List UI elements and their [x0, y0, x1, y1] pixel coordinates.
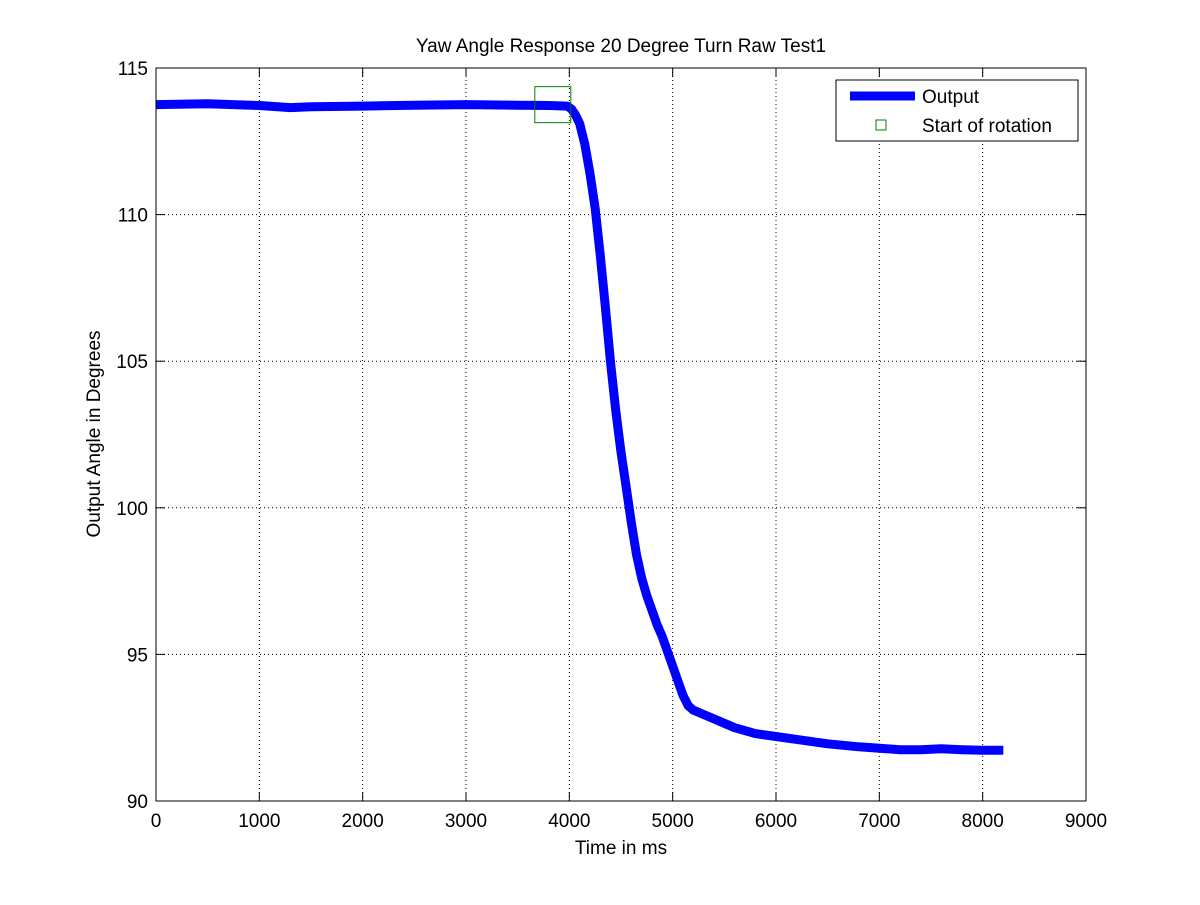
series-line-output — [155, 99, 1004, 755]
legend-swatch-start-of-rotation — [875, 119, 887, 131]
x-tick-label: 3000 — [445, 811, 487, 832]
legend-box — [835, 79, 1079, 142]
y-tick-label: 110 — [118, 206, 148, 227]
legend: Output Start of rotation — [835, 79, 1079, 142]
legend-label-output: Output — [922, 87, 980, 108]
axis-ticks: 0 1000 2000 3000 4000 5000 6000 7000 8000 9000 90 9… — [116, 59, 1107, 832]
x-tick-label: 0 — [151, 811, 162, 832]
grid-lines — [156, 68, 1086, 801]
y-tick-label: 100 — [116, 499, 148, 520]
y-tick-label: 115 — [118, 59, 148, 80]
x-tick-label: 6000 — [755, 811, 797, 832]
y-tick-label: 95 — [127, 645, 148, 666]
x-tick-label: 5000 — [652, 811, 694, 832]
axes-box — [155, 67, 1087, 802]
x-tick-label: 7000 — [858, 811, 900, 832]
y-axis-label: Output Angle in Degrees — [84, 330, 105, 537]
start-of-rotation-marker — [534, 86, 572, 124]
x-tick-label: 2000 — [342, 811, 384, 832]
x-tick-label: 8000 — [962, 811, 1004, 832]
x-axis-label: Time in ms — [575, 838, 667, 859]
y-tick-label: 90 — [127, 792, 148, 813]
x-tick-label: 1000 — [238, 811, 280, 832]
chart-title: Yaw Angle Response 20 Degree Turn Raw Te… — [416, 36, 826, 57]
series-layer — [155, 86, 1004, 755]
x-tick-label: 4000 — [548, 811, 590, 832]
y-tick-label: 105 — [116, 352, 148, 373]
x-tick-label: 9000 — [1065, 811, 1107, 832]
legend-label-start-of-rotation: Start of rotation — [922, 116, 1052, 137]
